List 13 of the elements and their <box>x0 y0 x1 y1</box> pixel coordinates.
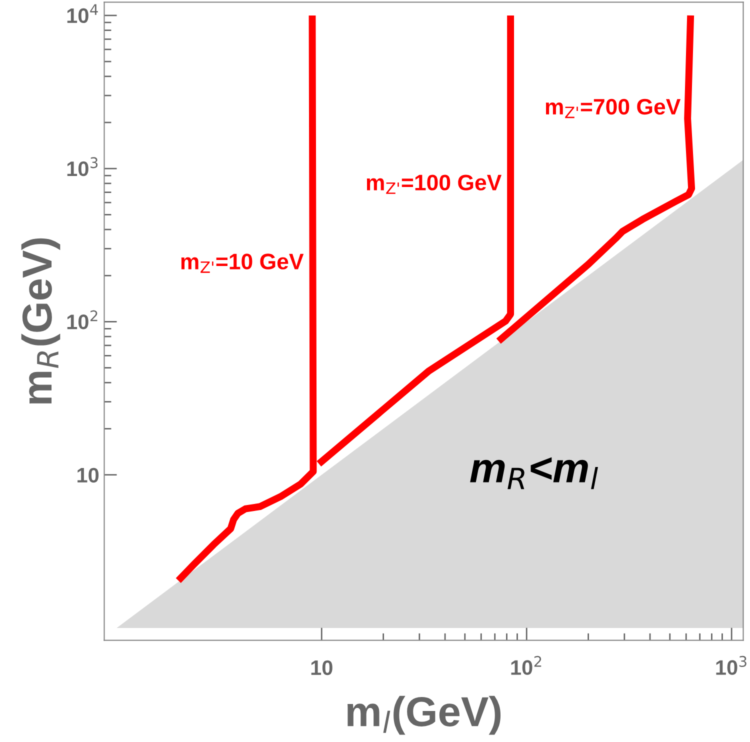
annotation: m$_{Z'}$=100 GeV <box>366 174 502 194</box>
x-tick-label: 10 <box>311 660 332 676</box>
x-tick-label: 10$^{2}$ <box>511 656 542 675</box>
y-tick-label: 10$^{4}$ <box>67 4 98 24</box>
x-axis-title: m$_{l}$(GeV) <box>348 696 501 735</box>
y-tick-label: 10 <box>78 468 99 483</box>
annotation: m$_{Z'}$=700 GeV <box>546 98 681 118</box>
y-tick-label: 10$^{2}$ <box>67 310 98 330</box>
annotation: m$_{Z'}$=10 GeV <box>181 254 304 273</box>
y-tick-label: 10$^{3}$ <box>67 157 98 176</box>
series-label: m$_{R}$<m$_{l}$ <box>470 457 598 490</box>
x-tick-label: 10$^{3}$ <box>716 656 746 675</box>
y-axis-title: m$_{R}$(GeV) <box>21 238 60 404</box>
